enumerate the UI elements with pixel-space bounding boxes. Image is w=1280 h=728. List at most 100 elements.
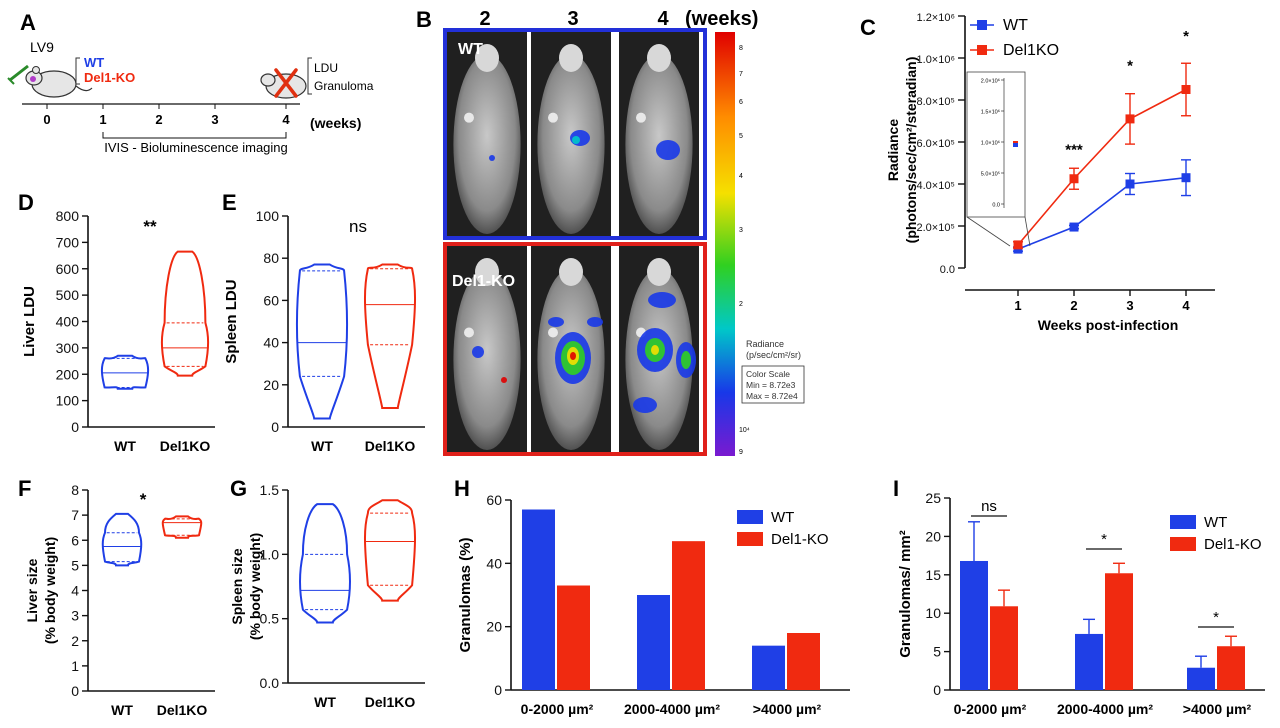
x-tick-label: 0-2000 µm²: [521, 701, 594, 717]
legend-label: Del1KO: [1003, 42, 1059, 59]
y-tick-label: 500: [56, 287, 80, 303]
violin-wt: [101, 512, 143, 567]
mouse-image-grid: [447, 32, 699, 452]
y-tick-label: 100: [56, 393, 80, 409]
panel-letter-g: G: [230, 476, 247, 501]
x-tick-label: 0-2000 µm²: [954, 701, 1027, 717]
panel-a-timeline: LV9 WT Del1-KO LDU Granuloma: [7, 39, 374, 155]
inset-tick-label: 5.0×10⁵: [981, 171, 1000, 178]
signal-blob: [548, 317, 564, 327]
significance-marker: *: [140, 490, 147, 509]
imaging-label: IVIS - Bioluminescence imaging: [104, 140, 288, 155]
panel-i-bar-chart: 0 5 10 15 20 25 0-2000 µm² 2000-4000 µm² >4000 µ…: [897, 490, 1265, 717]
y-tick-label: 10: [925, 605, 941, 621]
x-tick-label: >4000 µm²: [1183, 701, 1252, 717]
significance-marker: *: [1127, 58, 1133, 75]
panel-letter-e: E: [222, 190, 237, 215]
mouse-marker: [548, 112, 558, 123]
signal-blob: [489, 155, 495, 161]
row-label-ko: Del1-KO: [452, 273, 515, 290]
colorbar: [715, 32, 735, 456]
significance-marker: ns: [981, 498, 997, 515]
y-tick-label: 60: [486, 492, 502, 508]
mouse-marker: [464, 112, 474, 123]
bar-wt: [1187, 667, 1215, 690]
timeline-tick-0: 0: [43, 112, 50, 127]
legend-swatch: [1170, 515, 1196, 529]
x-tick-label: WT: [314, 694, 336, 710]
x-tick-label: 2000-4000 µm²: [624, 701, 720, 717]
series-line-del1ko: [1017, 88, 1187, 246]
y-tick-label: 1.5: [260, 482, 280, 498]
colorbar-tick: 3: [739, 227, 743, 234]
readout-ldu: LDU: [314, 61, 338, 75]
bar-wt: [752, 645, 785, 690]
x-tick-label: Del1KO: [160, 438, 211, 454]
bar-del1-ko: [990, 606, 1018, 690]
timeline-unit: (weeks): [310, 115, 361, 131]
y-tick-label: 1: [71, 658, 79, 674]
colorbar-ticks: 8 7 6 5 4 3 2 10⁴ 9: [739, 45, 750, 456]
colorbar-tick: 7: [739, 71, 743, 78]
x-tick-label: Del1KO: [365, 694, 416, 710]
panel-letter-h: H: [454, 476, 470, 501]
colorbar-tick: 4: [739, 173, 743, 180]
y-tick-label: 0.0: [940, 264, 955, 276]
y-tick-label: 15: [925, 567, 941, 583]
mouse-head: [475, 44, 499, 72]
timeline-tick-4: 4: [282, 112, 290, 127]
colorbar-units: (p/sec/cm²/sr): [746, 350, 801, 360]
y-tick-label: 80: [263, 250, 279, 266]
signal-blob: [656, 140, 680, 160]
y-tick-label: 1.0×10⁶: [917, 54, 955, 66]
panel-h-bar-chart: 0 20 40 60 0-2000 µm² 2000-4000 µm² >4000 µm² G…: [457, 492, 850, 717]
mouse-icon: [25, 66, 93, 98]
x-tick-label: Del1KO: [157, 702, 208, 718]
panel-e-violin: 0 20 40 60 80 100 WT Del1KO Spleen LDU ns: [223, 208, 425, 454]
mouse-head: [647, 258, 671, 286]
significance-marker: ns: [349, 217, 367, 236]
signal-blob: [570, 352, 576, 360]
y-tick-label: 6.0×10⁵: [916, 138, 955, 150]
week-label-3: 3: [567, 8, 578, 30]
inset-tick-label: 0.0: [992, 203, 1000, 209]
y-tick-label: 2.0×10⁵: [916, 222, 955, 234]
y-tick-label: 8: [71, 482, 79, 498]
inset-connector: [966, 216, 1011, 247]
mouse-marker: [548, 327, 558, 338]
y-tick-label: 20: [263, 377, 279, 393]
y-axis-title: Liver LDU: [21, 286, 38, 357]
bar-del1-ko: [787, 633, 820, 690]
y-tick-label: 0: [71, 419, 79, 435]
y-axis-title: Granulomas (%): [457, 537, 474, 652]
color-scale-min: Min = 8.72e3: [746, 380, 796, 390]
colorbar-title: Radiance: [746, 339, 784, 349]
bar-del1-ko: [672, 541, 705, 690]
inset-tick-label: 1.5×10⁶: [981, 109, 1000, 116]
weeks-unit-label: (weeks): [685, 8, 758, 30]
series-line-wt: [1017, 176, 1187, 250]
signal-blob: [633, 397, 657, 413]
sacrificed-mouse-icon: [260, 68, 307, 99]
data-point: [1069, 222, 1079, 232]
colorbar-tick: 8: [739, 45, 743, 52]
significance-marker: ***: [1065, 142, 1083, 159]
panel-g-violin: 0.0 0.5 1.0 1.5 WT Del1KO Spleen size (% body w…: [229, 482, 425, 710]
significance-marker: **: [143, 217, 157, 236]
signal-blob: [651, 345, 659, 355]
y-tick-label: 40: [263, 335, 279, 351]
virus-label: LV9: [30, 39, 54, 55]
significance-marker: *: [1101, 531, 1107, 548]
ko-image-frame: [443, 242, 707, 456]
x-tick-label: WT: [311, 438, 333, 454]
x-axis-title: Weeks post-infection: [1038, 317, 1179, 333]
y-tick-label: 6: [71, 532, 79, 548]
violin-del1ko: [364, 499, 416, 602]
y-tick-label: 600: [56, 261, 80, 277]
panel-letter-b: B: [416, 7, 432, 32]
y-axis-title: Granulomas/ mm²: [897, 530, 914, 658]
y-tick-label: 300: [56, 340, 80, 356]
mouse-marker: [464, 327, 474, 338]
x-tick-label: 2000-4000 µm²: [1057, 701, 1153, 717]
data-point: [1125, 179, 1135, 189]
